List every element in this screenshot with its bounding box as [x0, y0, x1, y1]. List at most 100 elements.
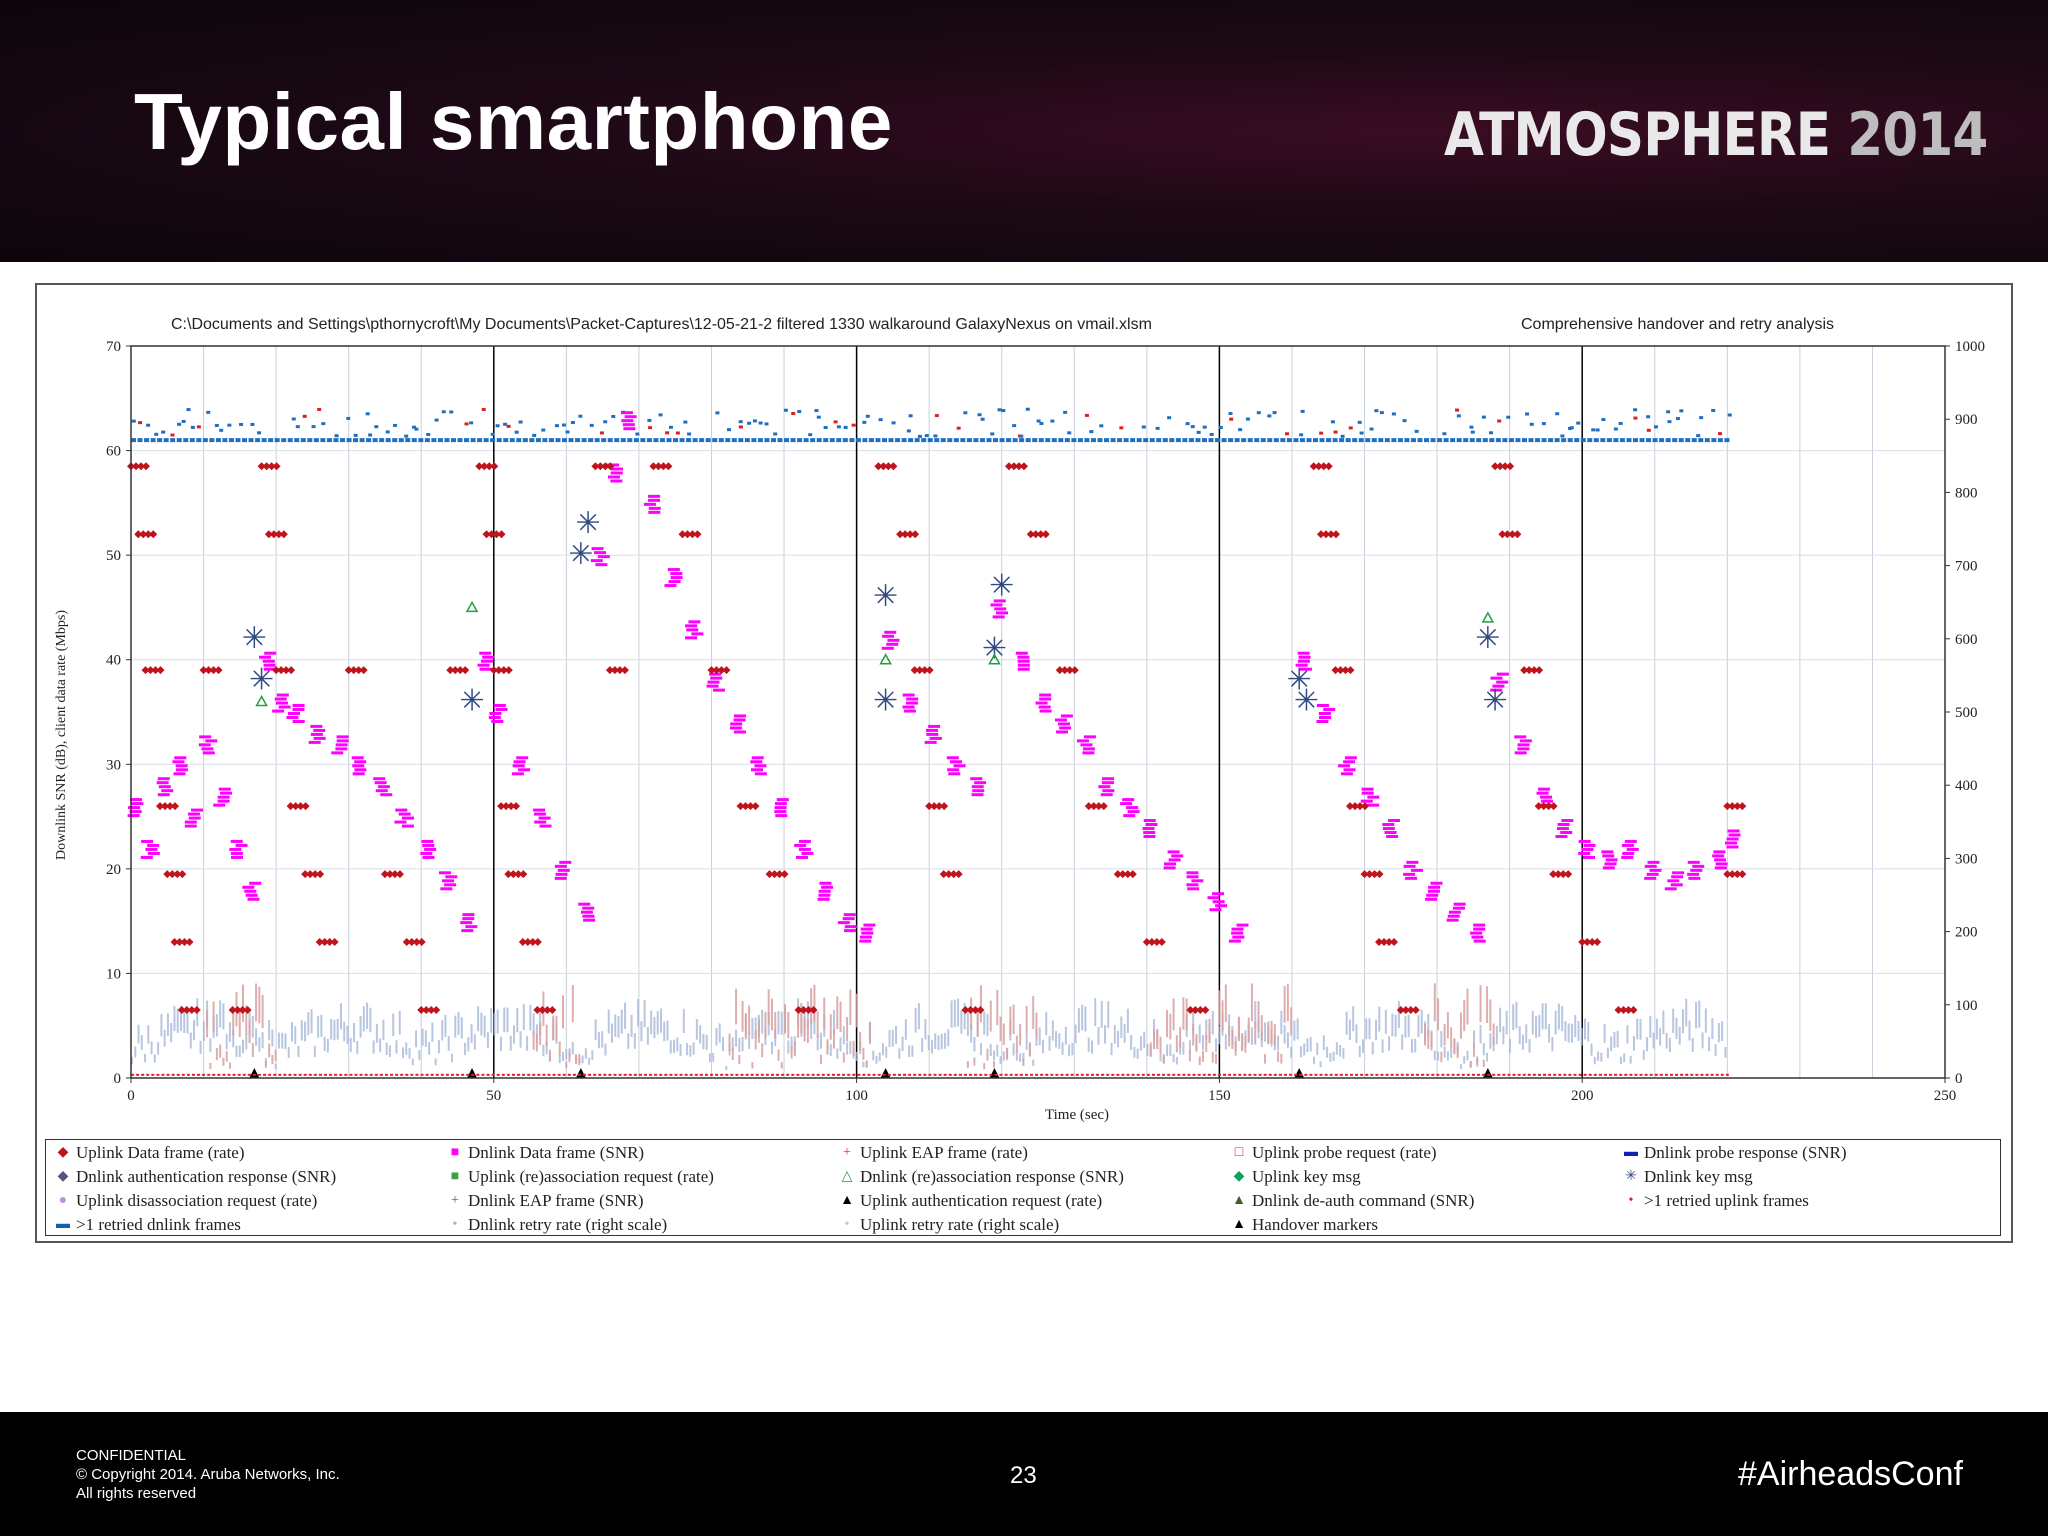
band-dot — [578, 414, 583, 418]
band-dot — [1348, 426, 1353, 430]
dnlink-data-point — [607, 463, 620, 467]
band-dot-blue — [1410, 438, 1416, 443]
uplink-data-point — [316, 870, 325, 879]
plot-area-border — [130, 345, 1946, 1079]
band-dot-blue — [731, 438, 737, 443]
dnlink-data-point — [1688, 876, 1701, 880]
band-dot-blue — [1299, 438, 1305, 443]
uplink-data-point — [736, 802, 745, 811]
dnlink-retry-point — [242, 1039, 245, 1054]
band-dot-blue — [1234, 438, 1240, 443]
bottom-band-dot — [1609, 1073, 1613, 1076]
bottom-band-dot — [1024, 1073, 1028, 1076]
uplink-data-point — [717, 666, 726, 675]
band-dot — [823, 426, 828, 430]
dnlink-retry-point — [996, 1044, 999, 1057]
uplink-data-point — [1723, 870, 1732, 879]
bottom-band-dot — [1578, 1073, 1582, 1076]
dnlink-data-point — [1212, 900, 1225, 904]
uplink-data-point — [1375, 938, 1384, 947]
dnlink-data-point — [798, 847, 811, 851]
y-tick-label: 10 — [106, 966, 121, 982]
bottom-band-dot — [1131, 1073, 1135, 1076]
bottom-band-dot — [1502, 1073, 1506, 1076]
band-dot-blue — [1430, 438, 1436, 443]
dnlink-data-point — [580, 910, 593, 914]
bottom-band-dot — [1217, 1073, 1221, 1076]
uplink-data-point — [1614, 1006, 1623, 1015]
legend-item: + Dnlink EAP frame (SNR) — [447, 1189, 839, 1213]
band-dot — [1442, 432, 1447, 436]
band-dot — [599, 431, 604, 435]
dnlink-data-point — [395, 808, 408, 812]
band-dot — [658, 413, 663, 417]
dnlink-retry-point — [999, 1056, 1002, 1064]
axes: 0102030405060700100200300400500600700800… — [106, 339, 1985, 1104]
band-dot-blue — [614, 438, 620, 443]
band-dot — [131, 419, 136, 423]
uplink-data-point — [1520, 666, 1529, 675]
bottom-band-dot — [816, 1073, 820, 1076]
dnlink-data-point — [202, 751, 215, 755]
dnlink-retry-point — [1626, 1025, 1629, 1044]
band-dot — [291, 417, 296, 421]
bottom-band-dot — [1629, 1073, 1633, 1076]
y-tick-label: 60 — [106, 444, 121, 460]
band-dot-blue — [1535, 438, 1541, 443]
band-dot — [1025, 407, 1030, 411]
band-dot — [764, 422, 769, 426]
uplink-data-point — [417, 938, 426, 947]
dnlink-retry-point — [708, 1053, 711, 1062]
dnlink-retry-point — [1489, 1033, 1492, 1049]
uplink-retry-point — [800, 1003, 803, 1034]
band-dot — [1272, 411, 1277, 415]
band-dot-blue — [1038, 438, 1044, 443]
dnlink-retry-point — [424, 1030, 427, 1047]
dnlink-data-point — [335, 743, 348, 747]
dnlink-data-point — [129, 810, 142, 814]
dnlink-retry-point — [1708, 1036, 1711, 1052]
bottom-band-dot — [567, 1073, 571, 1076]
dnlink-retry-point — [705, 1034, 708, 1050]
bottom-band-dot — [1228, 1073, 1232, 1076]
dnlink-retry-point — [689, 1045, 692, 1057]
band-dot — [365, 412, 370, 416]
bottom-band-dot — [222, 1073, 226, 1076]
band-dot-blue — [803, 438, 809, 443]
bottom-band-dot — [1004, 1073, 1008, 1076]
band-dot — [1646, 415, 1651, 419]
uplink-retry-point — [1456, 1044, 1459, 1059]
dnlink-data-point — [1367, 803, 1380, 807]
dnlink-data-point — [1231, 927, 1244, 931]
dnlink-retry-point — [228, 1022, 231, 1042]
dnlink-retry-point — [833, 1009, 836, 1034]
uplink-retry-point — [973, 1057, 976, 1066]
dnlink-retry-point — [1254, 1001, 1257, 1029]
uplink-retry-point — [1002, 1023, 1005, 1046]
band-dot-blue — [1339, 438, 1345, 443]
dnlink-retry-point — [1218, 1026, 1221, 1045]
band-dot-blue — [744, 438, 750, 443]
uplink-data-point — [446, 666, 455, 675]
dnlink-retry-point — [1179, 1041, 1182, 1055]
dnlink-data-point — [1583, 843, 1596, 847]
band-dot — [1591, 428, 1596, 432]
band-dot — [1633, 416, 1638, 420]
dnlink-retry-point — [369, 1007, 372, 1033]
bottom-band-dot — [364, 1073, 368, 1076]
band-dot — [635, 432, 640, 436]
band-dot — [1036, 419, 1041, 423]
uplink-data-point — [1094, 802, 1103, 811]
dnlink-data-point — [610, 467, 623, 471]
dnlink-retry-point — [643, 999, 646, 1028]
uplink-data-point — [187, 1006, 196, 1015]
bottom-band-dot — [278, 1073, 282, 1076]
band-dot — [518, 420, 523, 424]
uplink-retry-point — [1211, 1052, 1214, 1063]
band-dot — [302, 414, 307, 418]
legend-item: ● Uplink disassociation request (rate) — [55, 1189, 447, 1213]
bottom-band-dot — [781, 1073, 785, 1076]
uplink-data-point — [693, 530, 702, 539]
uplink-data-point — [480, 462, 489, 471]
bottom-band-dot — [1476, 1073, 1480, 1076]
